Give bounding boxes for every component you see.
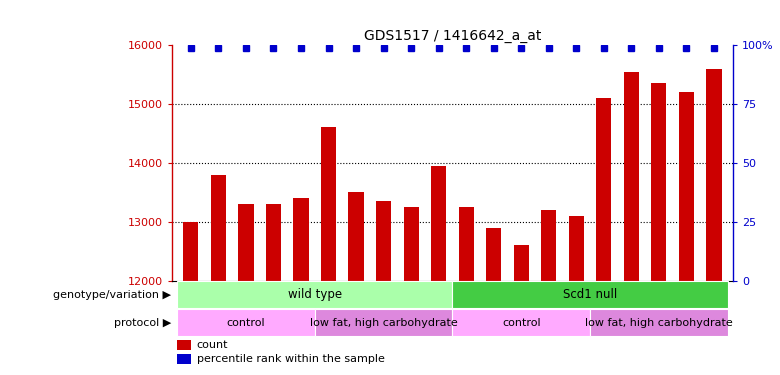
Bar xyxy=(315,309,452,336)
Bar xyxy=(321,128,336,280)
Bar xyxy=(183,222,198,280)
Bar xyxy=(651,83,666,280)
Bar xyxy=(431,166,446,280)
Bar xyxy=(177,340,191,351)
Bar xyxy=(459,207,473,280)
Text: low fat, high carbohydrate: low fat, high carbohydrate xyxy=(585,318,732,328)
Bar xyxy=(707,69,722,280)
Bar xyxy=(679,92,694,280)
Bar xyxy=(541,210,556,280)
Bar xyxy=(403,207,419,280)
Bar xyxy=(486,228,502,280)
Bar xyxy=(266,204,281,280)
Text: control: control xyxy=(227,318,265,328)
Bar xyxy=(514,245,529,280)
Text: genotype/variation ▶: genotype/variation ▶ xyxy=(53,290,171,300)
Bar xyxy=(177,281,452,308)
Text: wild type: wild type xyxy=(288,288,342,301)
Bar xyxy=(569,216,584,280)
Bar xyxy=(590,309,728,336)
Text: low fat, high carbohydrate: low fat, high carbohydrate xyxy=(310,318,457,328)
Bar xyxy=(177,354,191,364)
Text: control: control xyxy=(502,318,541,328)
Bar xyxy=(293,198,309,280)
Text: count: count xyxy=(197,340,229,350)
Bar xyxy=(349,192,363,280)
Text: percentile rank within the sample: percentile rank within the sample xyxy=(197,354,385,364)
Bar xyxy=(452,281,728,308)
Text: protocol ▶: protocol ▶ xyxy=(114,318,171,328)
Text: Scd1 null: Scd1 null xyxy=(563,288,617,301)
Bar xyxy=(596,98,612,280)
Bar xyxy=(624,72,639,280)
Bar xyxy=(177,309,315,336)
Bar xyxy=(211,175,226,280)
Bar xyxy=(452,309,590,336)
Bar xyxy=(376,201,391,280)
Bar xyxy=(239,204,254,280)
Title: GDS1517 / 1416642_a_at: GDS1517 / 1416642_a_at xyxy=(363,28,541,43)
